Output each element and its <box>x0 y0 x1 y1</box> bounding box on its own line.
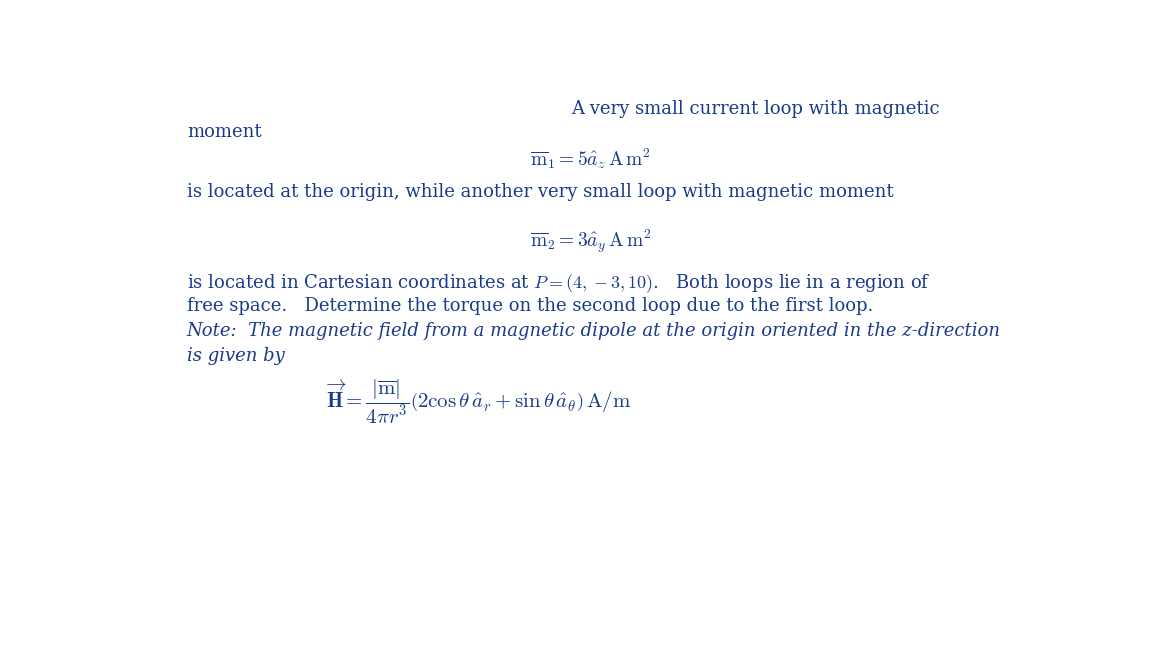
Text: free space.   Determine the torque on the second loop due to the first loop.: free space. Determine the torque on the … <box>187 297 873 316</box>
Text: Note:  The magnetic field from a magnetic dipole at the origin oriented in the z: Note: The magnetic field from a magnetic… <box>187 322 1001 340</box>
Text: $\overrightarrow{\mathbf{H}} = \dfrac{|\overline{\mathrm{m}}|}{4\pi r^3}\left(2\: $\overrightarrow{\mathbf{H}} = \dfrac{|\… <box>326 377 631 426</box>
Text: is located in Cartesian coordinates at $P = (4, -3, 10)$.   Both loops lie in a : is located in Cartesian coordinates at $… <box>187 272 931 295</box>
Text: $\overline{\mathrm{m}}_1 = 5\hat{a}_z\, \mathrm{A\,m}^2$: $\overline{\mathrm{m}}_1 = 5\hat{a}_z\, … <box>530 146 651 171</box>
Text: A very small current loop with magnetic: A very small current loop with magnetic <box>571 100 940 118</box>
Text: is given by: is given by <box>187 347 285 365</box>
Text: $\overline{\mathrm{m}}_2 = 3\hat{a}_y\, \mathrm{A\,m}^2$: $\overline{\mathrm{m}}_2 = 3\hat{a}_y\, … <box>530 227 651 255</box>
Text: is located at the origin, while another very small loop with magnetic moment: is located at the origin, while another … <box>187 183 894 200</box>
Text: moment: moment <box>187 122 262 141</box>
